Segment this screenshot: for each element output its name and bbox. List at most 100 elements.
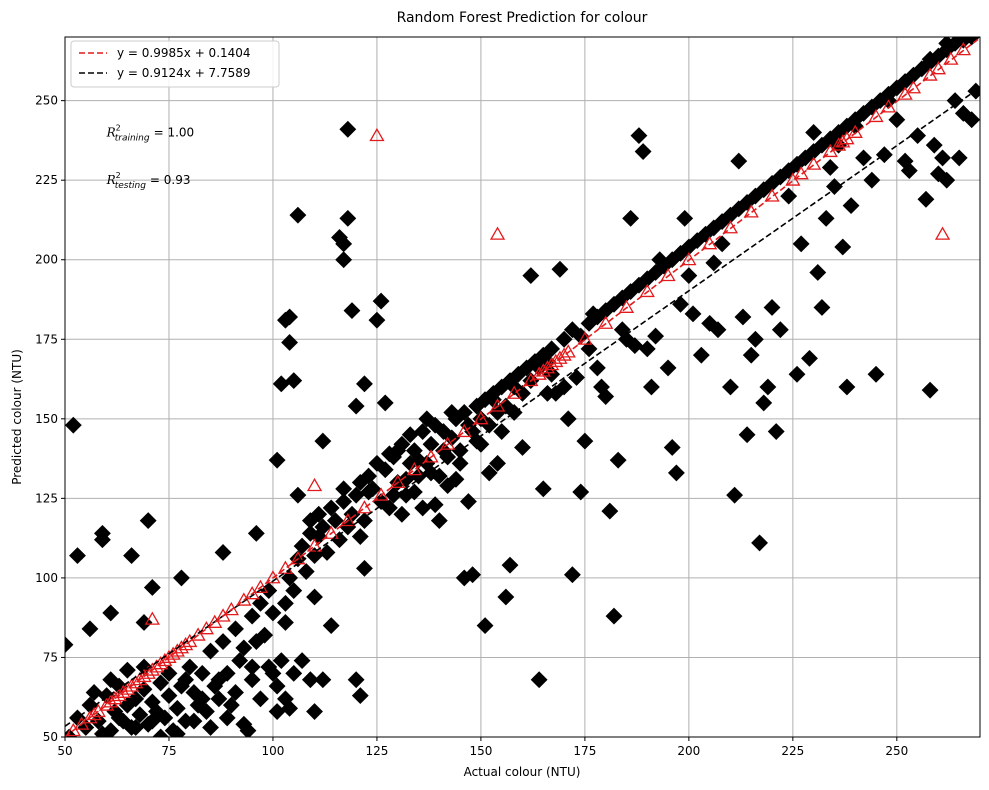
testing-point (360, 467, 378, 485)
training-point (373, 487, 389, 501)
legend-box (70, 40, 280, 88)
testing-point (185, 712, 203, 730)
testing-point (173, 569, 190, 587)
y-tick-label: 250 (35, 94, 58, 108)
testing-point (755, 394, 773, 412)
testing-point (514, 439, 531, 456)
testing-point (127, 690, 145, 708)
training-point (148, 659, 165, 673)
testing-point (160, 687, 178, 705)
testing-point (293, 537, 311, 555)
training-point (639, 283, 655, 298)
training-point (244, 586, 260, 600)
y-tick-label: 75 (43, 650, 58, 664)
testing-point (426, 496, 444, 514)
training-point (340, 512, 356, 527)
testing-point (152, 728, 170, 737)
testing-point (139, 512, 157, 530)
x-tick-label: 75 (161, 744, 176, 758)
testing-point (227, 620, 244, 638)
testing-point (202, 642, 219, 660)
r2-annotation-testing: R2 testing = 0.93 (106, 171, 191, 191)
testing-point (281, 699, 299, 717)
training-point (144, 611, 160, 625)
testing-point (393, 435, 411, 453)
testing-point (792, 235, 810, 253)
legend-label-training: y = 0.9985x + 0.1404 (117, 46, 251, 60)
testing-point (160, 664, 178, 682)
testing-point (110, 709, 128, 727)
testing-point (143, 579, 161, 596)
x-tick-label: 250 (885, 744, 908, 758)
testing-point (667, 464, 685, 482)
training-point (215, 608, 231, 622)
y-tick-label: 200 (35, 253, 58, 267)
training-point (423, 449, 439, 463)
training-point (223, 601, 239, 616)
testing-point (634, 143, 652, 160)
testing-point (763, 299, 781, 316)
testing-point (314, 432, 332, 450)
testing-point (356, 375, 373, 393)
testing-point (568, 369, 585, 386)
training-point (934, 226, 951, 240)
testing-point (580, 340, 598, 358)
testing-point (285, 372, 303, 390)
testing-point (751, 534, 768, 552)
testing-point (555, 378, 573, 396)
testing-point (863, 171, 881, 189)
training-point (702, 236, 718, 250)
training-point (306, 477, 323, 492)
testing-point (588, 359, 606, 377)
testing-point (351, 528, 369, 545)
x-tick-label: 175 (573, 744, 596, 758)
testing-point (838, 378, 856, 396)
testing-point (963, 111, 980, 129)
testing-point (376, 461, 394, 479)
y-tick-label: 175 (35, 332, 58, 346)
training-point (128, 675, 144, 689)
testing-point (252, 690, 269, 708)
testing-point (788, 365, 806, 383)
testing-point (643, 378, 660, 396)
testing-point (118, 661, 136, 679)
testing-point (672, 295, 689, 313)
testing-point (81, 620, 99, 638)
testing-point (314, 671, 332, 689)
testing-point (597, 388, 615, 405)
training-point (207, 614, 223, 628)
testing-point (243, 607, 261, 625)
testing-point (917, 190, 935, 208)
training-point (560, 344, 576, 358)
testing-point (821, 159, 839, 176)
training-point (390, 474, 406, 488)
testing-point (576, 432, 594, 450)
testing-point (301, 524, 319, 542)
chart-title: Random Forest Prediction for colour (397, 10, 648, 26)
testing-point (476, 617, 494, 635)
testing-point (372, 292, 390, 310)
testing-point (243, 671, 261, 689)
testing-point (281, 334, 299, 351)
testing-point (222, 696, 240, 714)
training-point (123, 678, 140, 692)
x-tick-label: 150 (469, 744, 492, 758)
testing-point (472, 435, 490, 453)
testing-point (813, 299, 831, 316)
x-axis-label: Actual colour (NTU) (464, 765, 581, 779)
x-tick-label: 225 (781, 744, 804, 758)
testing-point (177, 671, 195, 689)
testing-point (559, 410, 577, 428)
testing-point (663, 439, 681, 456)
y-tick-label: 50 (43, 730, 58, 744)
testing-point (214, 544, 232, 561)
testing-point (356, 559, 373, 577)
testing-point (921, 381, 939, 399)
y-tick-label: 100 (35, 571, 58, 585)
training-point (265, 570, 281, 584)
testing-point (202, 719, 219, 736)
testing-point (289, 206, 307, 224)
testing-point (210, 671, 228, 689)
testing-point (168, 699, 186, 717)
training-point (681, 251, 697, 266)
